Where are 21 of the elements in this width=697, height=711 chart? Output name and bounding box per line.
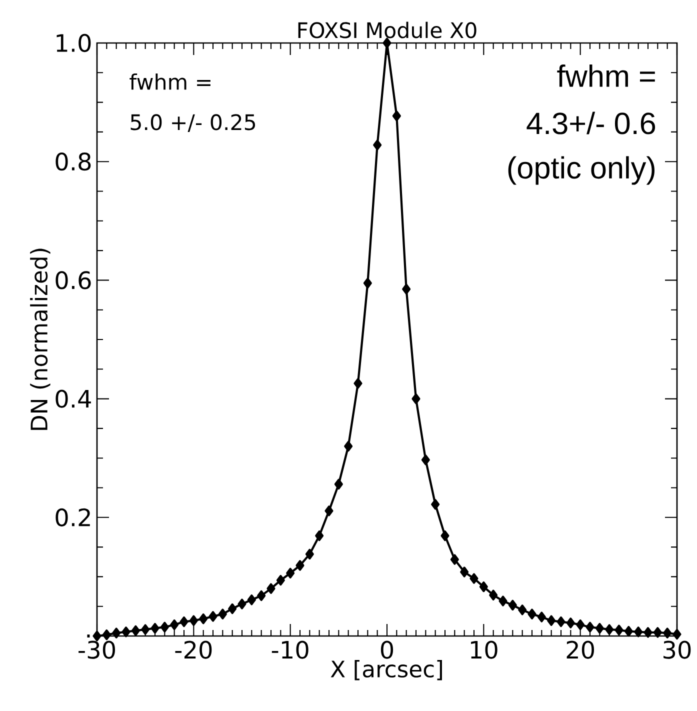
- x-tick-label: 20: [566, 640, 594, 659]
- y-tick-label: .: [87, 634, 90, 638]
- y-tick-label: 0.8: [56, 152, 91, 171]
- chart-title: FOXSI Module X0: [298, 22, 476, 38]
- x-tick-label: -20: [175, 640, 212, 659]
- y-tick-label: 0.2: [56, 508, 90, 526]
- x-tick-label: 30: [664, 640, 691, 659]
- x-tick-label: 10: [471, 640, 498, 659]
- annotation: fwhm =: [130, 73, 211, 90]
- annotation: 5.0 +/- 0.25: [130, 114, 256, 132]
- x-tick-label: -10: [272, 640, 308, 659]
- y-axis-title: DN (normalized): [30, 248, 50, 430]
- annotation: 4.3+/- 0.6: [526, 112, 656, 134]
- x-axis-title: X [arcsec]: [330, 660, 442, 680]
- x-tick-label: -30: [78, 640, 116, 659]
- y-tick-label: 1.0: [56, 34, 91, 52]
- annotation: (optic only): [508, 156, 655, 185]
- y-tick-label: 0.6: [56, 271, 91, 290]
- x-tick-label: 0: [381, 640, 394, 659]
- y-tick-label: 0.4: [56, 390, 92, 408]
- annotation: fwhm =: [557, 64, 656, 87]
